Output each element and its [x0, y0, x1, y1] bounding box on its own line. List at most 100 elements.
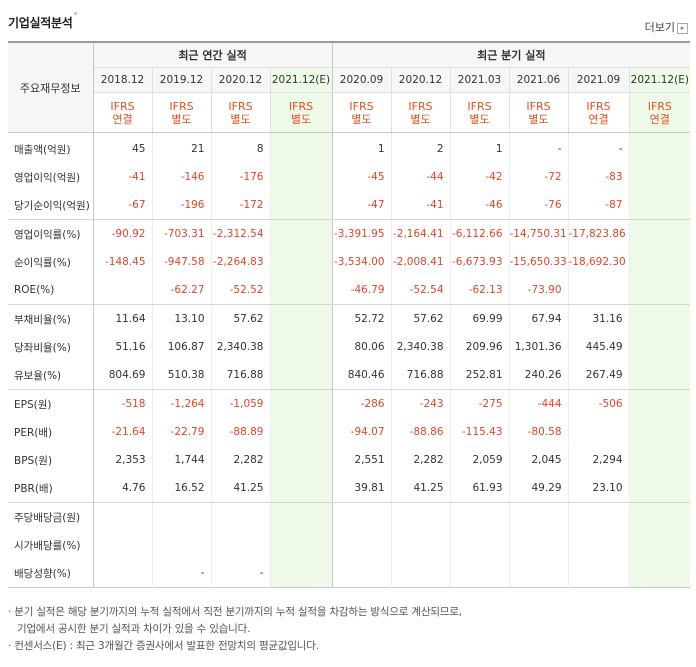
table-row: 순이익률(%) -148.45 -947.58 -2,264.83 -3,534.00-…	[8, 248, 691, 276]
value-cell	[270, 163, 333, 191]
value-cell: 2,340.38	[391, 333, 451, 361]
value-cell: -90.92	[93, 219, 153, 248]
value-cell: -52.52	[211, 276, 271, 305]
value-cell	[332, 531, 392, 559]
value-cell: -80.58	[509, 418, 569, 446]
value-cell: -703.31	[152, 219, 212, 248]
value-cell: 2,282	[211, 446, 271, 474]
row-label: 부채비율(%)	[8, 304, 94, 333]
value-cell: 2,551	[332, 446, 392, 474]
ifrs-scope: 별도	[469, 112, 490, 126]
value-cell	[629, 219, 691, 248]
ifrs-header: IFRS 연결	[629, 92, 691, 133]
value-cell: 1	[450, 132, 510, 163]
value-cell	[629, 446, 691, 474]
value-cell	[450, 531, 510, 559]
ifrs-standard: IFRS	[467, 99, 492, 113]
period-header: 2020.09	[332, 67, 392, 93]
value-cell: -41	[93, 163, 153, 191]
table-row: 당기순이익(억원) -67 -196 -172 -47 -41 -46 -76 -87	[8, 191, 691, 220]
table-row: 주당배당금(원)	[8, 502, 691, 531]
value-cell: -87	[568, 191, 630, 220]
period-header: 2021.06	[509, 67, 569, 93]
row-label: 시가배당률(%)	[8, 531, 94, 559]
value-cell: 31.16	[568, 304, 630, 333]
value-cell: 21	[152, 132, 212, 163]
value-cell: 240.26	[509, 361, 569, 390]
value-cell: -18,692.30	[568, 248, 630, 276]
value-cell: 2,294	[568, 446, 630, 474]
value-cell: -45	[332, 163, 392, 191]
ifrs-scope: 별도	[351, 112, 372, 126]
value-cell	[629, 132, 691, 163]
table-row: 부채비율(%) 11.64 13.10 57.62 52.72 57.62 69.99 67.…	[8, 304, 691, 333]
more-arrow-icon: ▸	[677, 22, 688, 34]
period-header: 2018.12	[93, 67, 153, 93]
value-cell: -286	[332, 389, 392, 418]
value-cell	[568, 502, 630, 531]
value-cell: 69.99	[450, 304, 510, 333]
value-cell	[332, 559, 392, 588]
footnotes: · 분기 실적은 해당 분기까지의 누적 실적에서 직전 분기까지의 누적 실적…	[8, 604, 462, 655]
value-cell	[270, 418, 333, 446]
value-cell: -243	[391, 389, 451, 418]
value-cell: -22.79	[152, 418, 212, 446]
value-cell: -83	[568, 163, 630, 191]
value-cell	[629, 248, 691, 276]
table-row: 당좌비율(%) 51.16 106.87 2,340.38 80.06 2,340.38 2…	[8, 333, 691, 361]
value-cell: -88.89	[211, 418, 271, 446]
value-cell	[93, 502, 153, 531]
value-cell	[450, 559, 510, 588]
table-row: PBR(배) 4.76 16.52 41.25 39.81 41.25 61.93 49.29…	[8, 474, 691, 503]
value-cell: -73.90	[509, 276, 569, 305]
table-row: 영업이익(억원) -41 -146 -176 -45 -44 -42 -72 -83	[8, 163, 691, 191]
value-cell: -444	[509, 389, 569, 418]
value-cell: -46	[450, 191, 510, 220]
row-label: 주당배당금(원)	[8, 502, 94, 531]
value-cell	[629, 191, 691, 220]
value-cell: -176	[211, 163, 271, 191]
value-cell: 52.72	[332, 304, 392, 333]
more-label: 더보기	[644, 21, 675, 34]
value-cell: 57.62	[211, 304, 271, 333]
title-dot	[74, 12, 78, 15]
value-cell: -518	[93, 389, 153, 418]
value-cell: -6,112.66	[450, 219, 510, 248]
value-cell: -196	[152, 191, 212, 220]
row-label: EPS(원)	[8, 389, 94, 418]
value-cell	[629, 389, 691, 418]
row-label: 당기순이익(억원)	[8, 191, 94, 220]
ifrs-scope: 별도	[290, 112, 312, 126]
value-cell	[568, 418, 630, 446]
ifrs-scope: 별도	[230, 112, 251, 126]
value-cell: 106.87	[152, 333, 212, 361]
value-cell	[568, 531, 630, 559]
value-cell: -76	[509, 191, 569, 220]
value-cell: 510.38	[152, 361, 212, 390]
value-cell: 267.49	[568, 361, 630, 390]
row-label: 매출액(억원)	[8, 132, 94, 163]
value-cell	[568, 276, 630, 305]
value-cell: 2,059	[450, 446, 510, 474]
more-link[interactable]: 더보기 ▸	[645, 19, 688, 35]
section-title: 기업실적분석	[8, 12, 78, 31]
ifrs-header: IFRS 별도	[450, 92, 510, 133]
value-cell: -17,823.86	[568, 219, 630, 248]
value-cell: -94.07	[332, 418, 392, 446]
value-cell: 11.64	[93, 304, 153, 333]
value-cell: -41	[391, 191, 451, 220]
ifrs-header: IFRS 별도	[391, 92, 451, 133]
value-cell	[629, 276, 691, 305]
row-label: PER(배)	[8, 418, 94, 446]
table-row: ROE(%) -62.27 -52.52 -46.79 -52.54 -62.13 -73.…	[8, 276, 691, 305]
ifrs-standard: IFRS	[349, 99, 374, 113]
value-cell	[629, 559, 691, 588]
value-cell	[391, 531, 451, 559]
value-cell	[211, 502, 271, 531]
row-label: 순이익률(%)	[8, 248, 94, 276]
period-header: 2019.12	[152, 67, 212, 93]
row-label: 영업이익(억원)	[8, 163, 94, 191]
table-row: EPS(원) -518 -1,264 -1,059 -286 -243 -275 -444 -5…	[8, 389, 691, 418]
ifrs-header: IFRS 연결	[568, 92, 630, 133]
ifrs-header: IFRS 별도	[270, 92, 333, 133]
